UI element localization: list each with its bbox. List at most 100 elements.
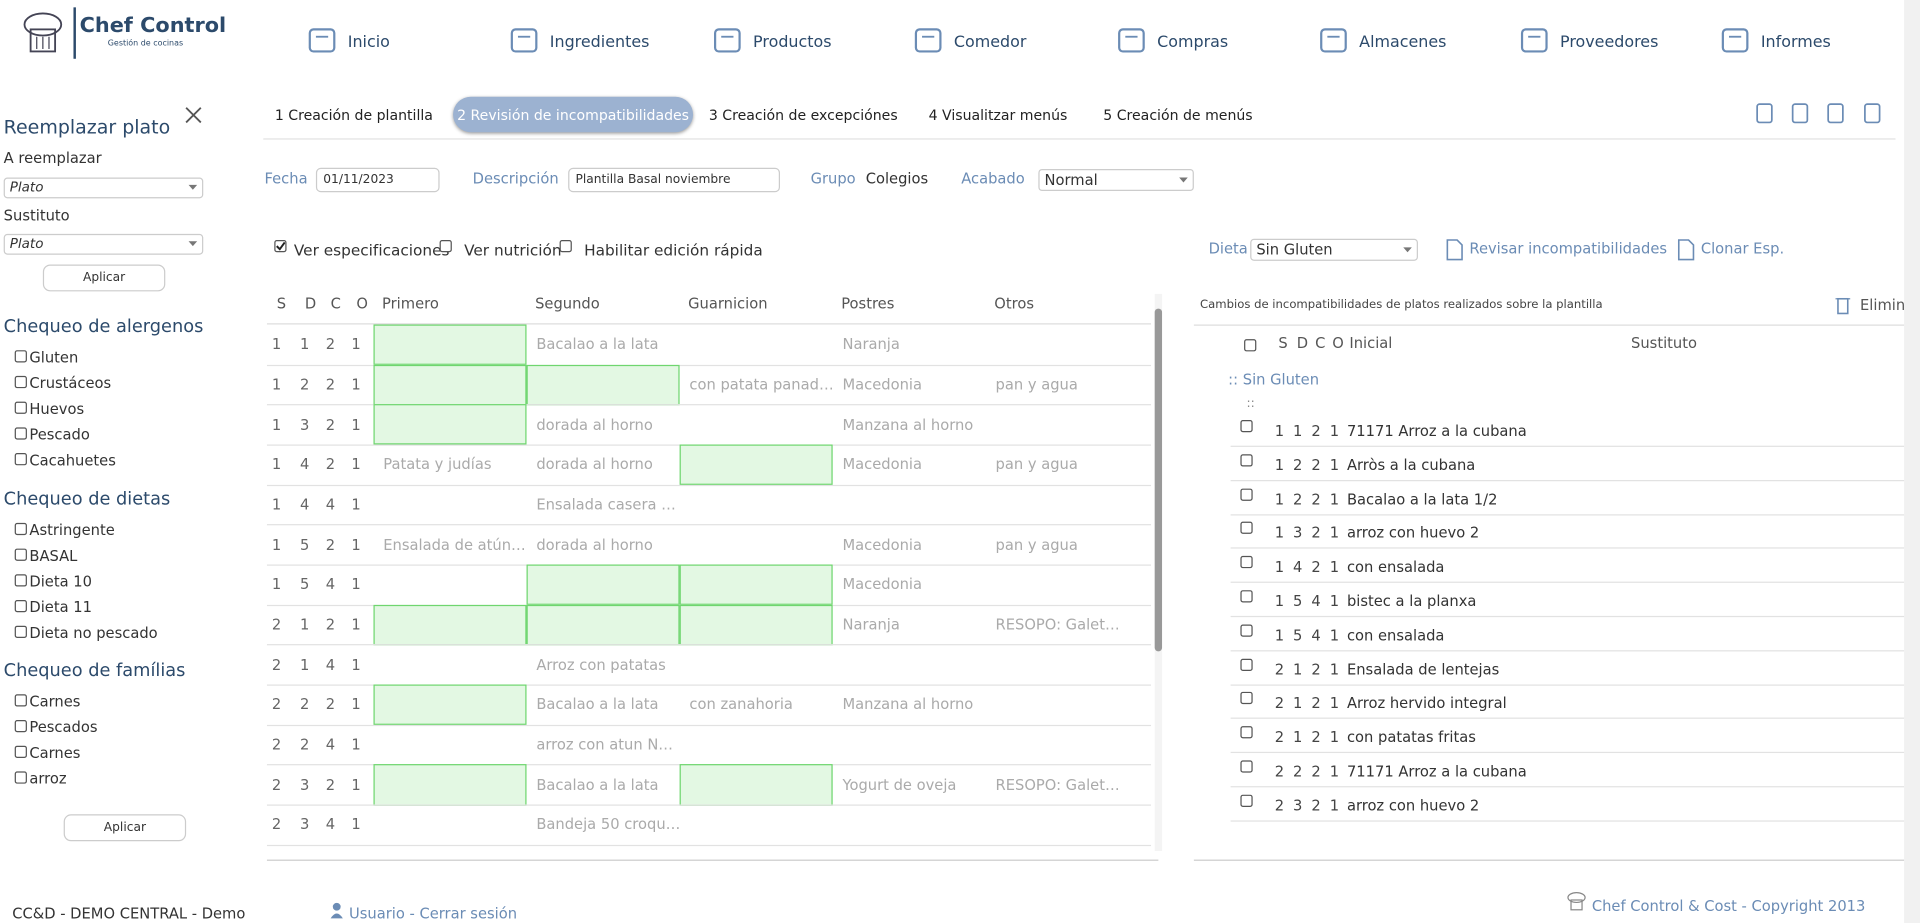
checkbox[interactable] [1240,420,1253,433]
cell[interactable]: pan y agua [995,375,1078,394]
delete-icon[interactable] [1835,295,1851,315]
check-label[interactable]: Carnes [29,744,81,762]
check-label[interactable]: Ver especificaciones [293,240,450,259]
checkbox[interactable] [14,600,27,613]
cell[interactable]: Macedonia [842,575,922,594]
checkbox[interactable] [439,240,452,253]
check-label[interactable]: Habilitar edición rápida [584,240,763,259]
checkbox[interactable] [14,453,27,466]
nav-icon[interactable] [912,23,944,55]
checkbox[interactable] [14,375,27,389]
nav-item[interactable]: Inicio [347,33,390,53]
changed-cell[interactable] [373,604,527,646]
check-label[interactable]: arroz [29,770,67,788]
checkbox[interactable] [14,720,27,733]
checkbox[interactable] [1240,794,1253,807]
cell[interactable]: con patata panad… [689,375,834,394]
cell[interactable]: Manzana al horno [842,695,974,714]
toolbar-icon[interactable] [1791,102,1809,124]
check-label[interactable]: BASAL [29,547,78,565]
changed-cell[interactable] [679,564,833,606]
check-label[interactable]: Dieta 11 [29,598,92,616]
toolbar-icon[interactable] [1827,102,1844,124]
nav-item[interactable]: Almacenes [1359,33,1447,53]
toolbar-icon[interactable] [1756,102,1773,124]
checkbox[interactable] [14,625,27,638]
check-label[interactable]: Astringente [29,521,115,539]
checkbox[interactable] [559,240,572,253]
select[interactable] [3,233,204,255]
check-label[interactable]: Carnes [29,693,81,711]
input[interactable] [568,167,781,193]
step-tab[interactable]: 2 Revisión de incompatibilidades [457,106,690,124]
nav-icon[interactable] [1116,23,1148,55]
nav-icon[interactable] [306,23,338,55]
checkbox[interactable] [1244,339,1257,352]
changed-cell[interactable] [373,684,527,726]
select[interactable] [1038,168,1194,192]
cell[interactable]: Manzana al horno [842,415,974,434]
checkbox[interactable] [14,745,27,758]
cell[interactable]: Bacalao a la lata [536,335,659,354]
changed-cell[interactable] [679,604,833,646]
select-value[interactable]: Sin Gluten [1256,241,1333,259]
select-value[interactable]: Normal [1044,171,1098,189]
changed-cell[interactable] [373,404,527,446]
cell[interactable]: Arroz con patatas [536,655,666,674]
checkbox[interactable] [1240,488,1253,501]
checkbox[interactable] [1240,522,1253,535]
checkbox[interactable] [274,240,287,253]
button-label[interactable]: Aplicar [103,821,147,835]
cell[interactable]: Macedonia [842,455,922,474]
checkbox[interactable] [1240,624,1253,637]
nav-item[interactable]: Compras [1157,33,1229,53]
checkbox[interactable] [1240,454,1253,467]
checkbox[interactable] [14,350,27,363]
checkbox[interactable] [14,427,27,440]
link[interactable]: Clonar Esp. [1700,240,1785,258]
nav-icon[interactable] [1719,23,1751,55]
cell[interactable]: RESOPO: Galet… [995,615,1120,634]
check-label[interactable]: Ver nutrición [464,240,562,259]
select-value[interactable]: Plato [9,235,44,252]
nav-icon[interactable] [1518,23,1550,55]
nav-item[interactable]: Informes [1760,33,1831,53]
step-tab[interactable]: 5 Creación de menús [1103,106,1253,124]
select-value[interactable]: Plato [9,179,44,196]
cell[interactable]: Bacalao a la lata [536,775,659,794]
checkbox[interactable] [1240,692,1253,705]
checkbox[interactable] [14,771,27,784]
check-label[interactable]: Huevos [29,400,85,418]
changed-cell[interactable] [526,604,680,646]
cell[interactable]: Naranja [842,335,900,354]
checkbox[interactable] [1240,726,1253,739]
toolbar-icon[interactable] [1864,102,1881,124]
check-label[interactable]: Cacahuetes [29,451,116,469]
cell[interactable]: Bandeja 50 croqu… [536,815,681,834]
changed-cell[interactable] [526,364,680,406]
cell[interactable]: dorada al horno [536,535,653,554]
checkbox[interactable] [14,401,27,414]
check-label[interactable]: Pescados [29,718,98,736]
changed-cell[interactable] [679,764,833,806]
cell[interactable]: RESOPO: Galet… [995,775,1120,794]
checkbox[interactable] [1240,556,1253,569]
cell[interactable]: Macedonia [842,375,922,394]
select[interactable] [1250,238,1418,261]
changed-cell[interactable] [679,444,833,486]
button-label[interactable]: Aplicar [82,271,126,285]
select[interactable] [3,176,204,198]
changed-cell[interactable] [373,324,527,366]
step-tab[interactable]: 3 Creación de excepciónes [708,106,898,124]
button[interactable] [42,264,166,292]
close-icon[interactable] [185,107,202,124]
cell[interactable]: pan y agua [995,455,1078,474]
nav-icon[interactable] [711,23,743,55]
nav-item[interactable]: Productos [753,33,832,53]
checkbox[interactable] [14,522,27,536]
check-label[interactable]: Pescado [29,426,90,444]
check-label[interactable]: Crustáceos [29,374,112,392]
step-tab[interactable]: 1 Creación de plantilla [274,106,433,124]
checkbox[interactable] [1240,590,1253,603]
nav-item[interactable]: Proveedores [1560,33,1659,53]
